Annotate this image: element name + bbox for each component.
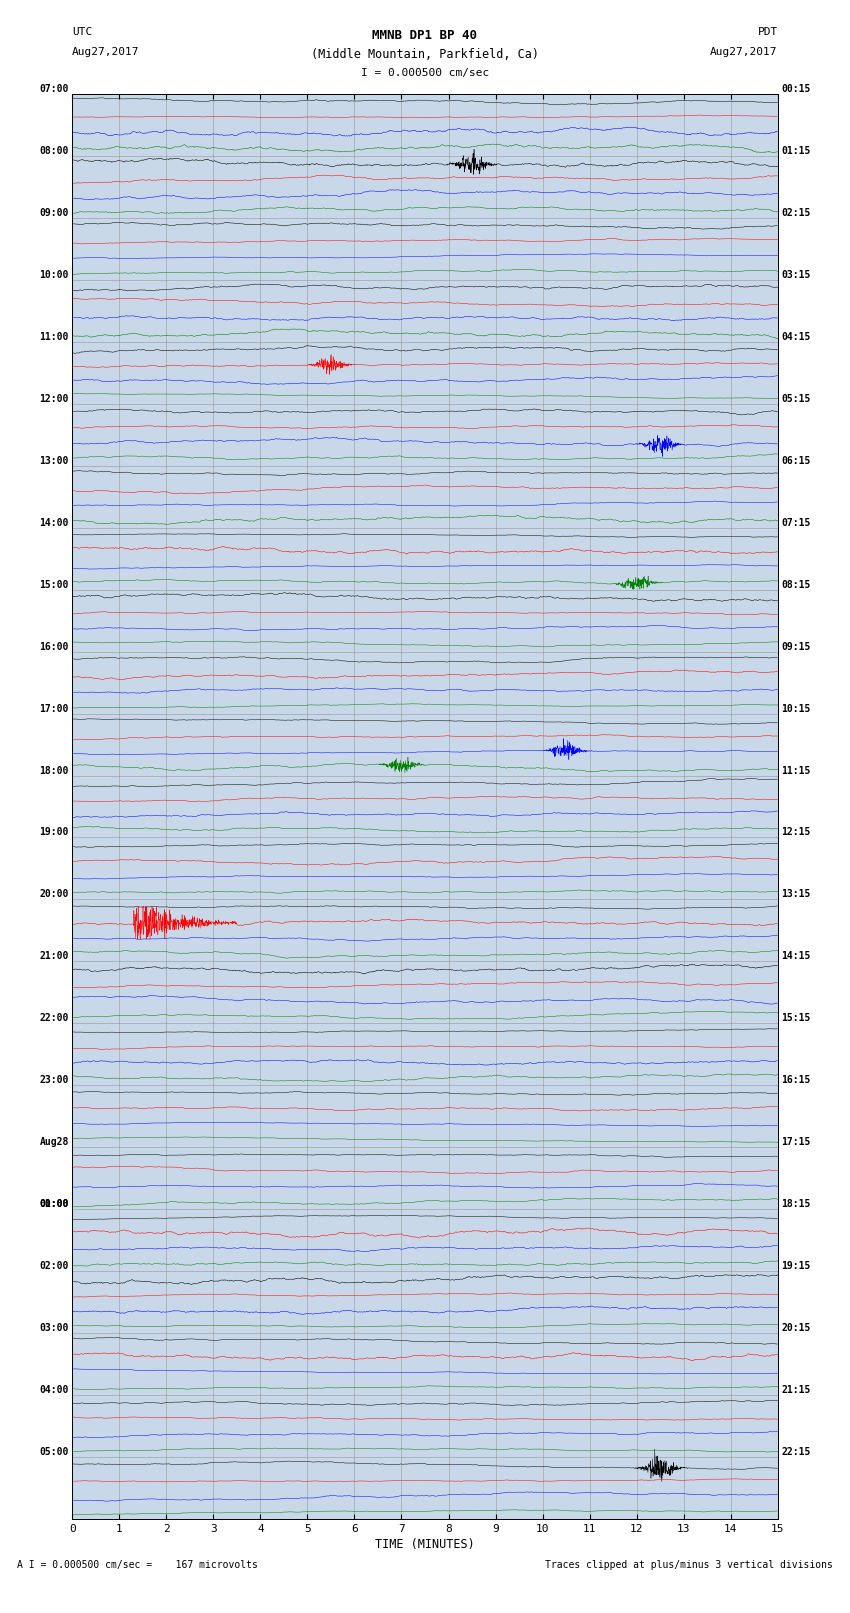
- Text: 03:00: 03:00: [39, 1323, 69, 1334]
- Text: UTC: UTC: [72, 27, 93, 37]
- Text: PDT: PDT: [757, 27, 778, 37]
- Text: 14:15: 14:15: [781, 952, 811, 961]
- Text: 00:15: 00:15: [781, 84, 811, 94]
- Text: 11:15: 11:15: [781, 766, 811, 776]
- Text: 20:00: 20:00: [39, 889, 69, 900]
- Text: 03:15: 03:15: [781, 269, 811, 279]
- Text: 10:00: 10:00: [39, 269, 69, 279]
- Text: 20:15: 20:15: [781, 1323, 811, 1334]
- X-axis label: TIME (MINUTES): TIME (MINUTES): [375, 1539, 475, 1552]
- Text: 05:15: 05:15: [781, 394, 811, 403]
- Text: 09:00: 09:00: [39, 208, 69, 218]
- Text: 21:00: 21:00: [39, 952, 69, 961]
- Text: 17:00: 17:00: [39, 703, 69, 713]
- Text: 07:15: 07:15: [781, 518, 811, 527]
- Text: 07:00: 07:00: [39, 84, 69, 94]
- Text: 18:00: 18:00: [39, 766, 69, 776]
- Text: 00:00: 00:00: [39, 1200, 69, 1210]
- Text: 19:00: 19:00: [39, 827, 69, 837]
- Text: 12:15: 12:15: [781, 827, 811, 837]
- Text: 15:00: 15:00: [39, 579, 69, 589]
- Text: 04:15: 04:15: [781, 332, 811, 342]
- Text: 19:15: 19:15: [781, 1261, 811, 1271]
- Text: 22:15: 22:15: [781, 1447, 811, 1458]
- Text: 11:00: 11:00: [39, 332, 69, 342]
- Text: 16:15: 16:15: [781, 1076, 811, 1086]
- Text: Aug27,2017: Aug27,2017: [72, 47, 139, 56]
- Text: 05:00: 05:00: [39, 1447, 69, 1458]
- Text: Aug27,2017: Aug27,2017: [711, 47, 778, 56]
- Text: 18:15: 18:15: [781, 1200, 811, 1210]
- Text: 23:00: 23:00: [39, 1076, 69, 1086]
- Text: Aug28: Aug28: [39, 1137, 69, 1147]
- Text: 17:15: 17:15: [781, 1137, 811, 1147]
- Text: A I = 0.000500 cm/sec =    167 microvolts: A I = 0.000500 cm/sec = 167 microvolts: [17, 1560, 258, 1569]
- Text: 02:00: 02:00: [39, 1261, 69, 1271]
- Text: 16:00: 16:00: [39, 642, 69, 652]
- Text: 13:00: 13:00: [39, 455, 69, 466]
- Text: 08:15: 08:15: [781, 579, 811, 589]
- Text: 14:00: 14:00: [39, 518, 69, 527]
- Text: 13:15: 13:15: [781, 889, 811, 900]
- Text: 09:15: 09:15: [781, 642, 811, 652]
- Text: 04:00: 04:00: [39, 1386, 69, 1395]
- Text: 21:15: 21:15: [781, 1386, 811, 1395]
- Text: 06:15: 06:15: [781, 455, 811, 466]
- Text: (Middle Mountain, Parkfield, Ca): (Middle Mountain, Parkfield, Ca): [311, 48, 539, 61]
- Text: MMNB DP1 BP 40: MMNB DP1 BP 40: [372, 29, 478, 42]
- Text: 12:00: 12:00: [39, 394, 69, 403]
- Text: 01:00: 01:00: [39, 1200, 69, 1210]
- Text: 08:00: 08:00: [39, 145, 69, 155]
- Text: Traces clipped at plus/minus 3 vertical divisions: Traces clipped at plus/minus 3 vertical …: [545, 1560, 833, 1569]
- Text: 15:15: 15:15: [781, 1013, 811, 1024]
- Text: 01:15: 01:15: [781, 145, 811, 155]
- Text: 22:00: 22:00: [39, 1013, 69, 1024]
- Text: 02:15: 02:15: [781, 208, 811, 218]
- Text: 10:15: 10:15: [781, 703, 811, 713]
- Text: I = 0.000500 cm/sec: I = 0.000500 cm/sec: [361, 68, 489, 77]
